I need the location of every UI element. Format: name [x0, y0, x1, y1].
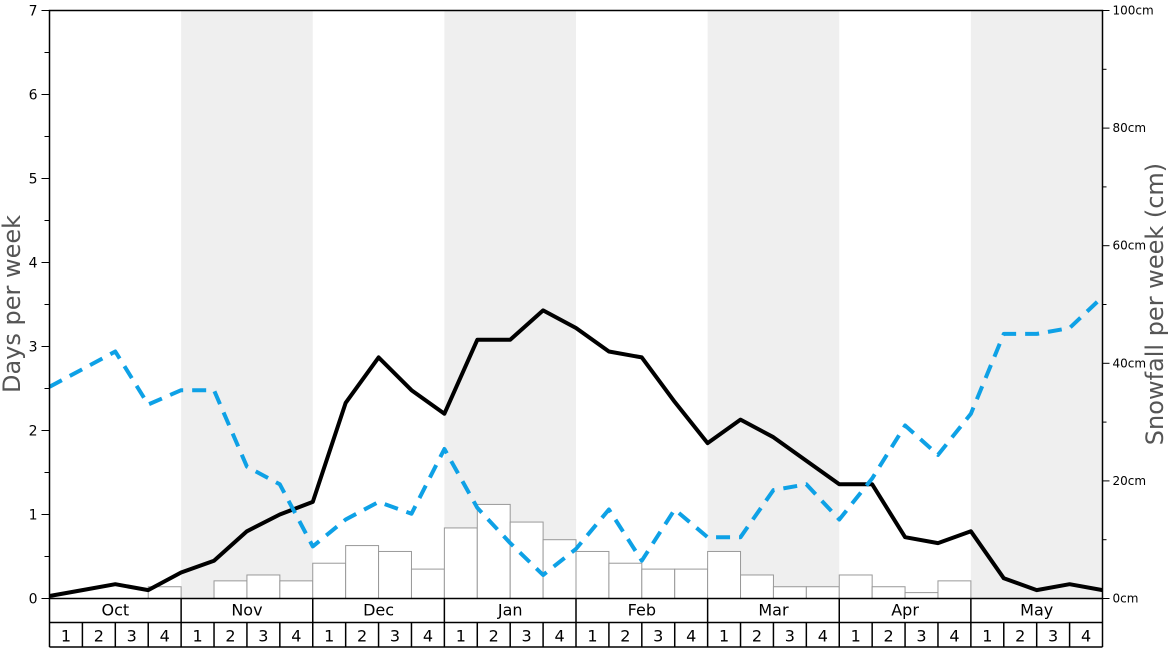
left-axis-title: Days per week: [0, 215, 26, 393]
snowfall-bar: [740, 574, 774, 599]
left-tick-label: 6: [29, 88, 38, 104]
snowfall-bar: [246, 574, 281, 599]
line-series: [48, 295, 1104, 598]
week-label: 1: [324, 627, 334, 646]
right-tick-label: 0cm: [1113, 592, 1139, 606]
snowfall-bar: [476, 503, 511, 600]
snowfall-bar: [410, 568, 445, 599]
week-label: 4: [554, 627, 564, 646]
week-label: 2: [489, 627, 499, 646]
snowfall-bar: [871, 586, 906, 599]
snowfall-bar: [575, 550, 610, 600]
snowfall-bar: [443, 527, 478, 599]
snowfall-bar: [805, 586, 840, 599]
solid-line-series: [49, 308, 1103, 598]
week-label: 3: [522, 627, 532, 646]
month-label: Feb: [628, 601, 656, 620]
snowfall-bars: [147, 503, 972, 600]
week-label: 3: [916, 627, 926, 646]
right-tick-label: 20cm: [1113, 474, 1147, 488]
week-label: 4: [423, 627, 433, 646]
week-label: 1: [192, 627, 202, 646]
week-label: 3: [258, 627, 268, 646]
right-y-axis: 0cm 20cm 40cm 60cm 80cm 100cm: [1102, 4, 1154, 606]
week-label: 1: [61, 627, 71, 646]
week-label: 2: [357, 627, 367, 646]
left-tick-label: 7: [29, 4, 38, 20]
snowfall-bar: [674, 568, 709, 599]
left-tick-label: 5: [29, 172, 38, 188]
week-label: 2: [225, 627, 235, 646]
right-tick-label: 40cm: [1113, 356, 1147, 370]
snowfall-bar: [345, 545, 380, 600]
left-y-axis: 0 1 2 3 4 5 6 7: [29, 4, 50, 608]
week-label: 2: [752, 627, 762, 646]
week-label: 2: [620, 627, 630, 646]
month-label: Dec: [363, 601, 394, 620]
week-label: 2: [1015, 627, 1025, 646]
left-tick-label: 2: [29, 424, 38, 440]
snowfall-bar: [707, 550, 742, 600]
left-tick-label: 3: [29, 340, 38, 356]
month-label: Mar: [758, 601, 789, 620]
left-tick-label: 1: [29, 508, 38, 524]
snowfall-bar: [937, 580, 972, 599]
snowfall-bar: [279, 580, 314, 599]
week-label: 1: [982, 627, 992, 646]
week-label: 3: [653, 627, 663, 646]
week-label: 4: [686, 627, 696, 646]
week-label: 1: [851, 627, 861, 646]
week-label: 2: [94, 627, 104, 646]
month-label: Apr: [891, 601, 919, 620]
snowfall-bar: [838, 574, 873, 599]
snowfall-bar: [312, 562, 347, 599]
week-label: 4: [949, 627, 959, 646]
snowfall-bar: [641, 568, 676, 599]
snowfall-bar: [213, 580, 248, 599]
dashed-line-series: [48, 295, 1104, 577]
month-shade-nov: [181, 10, 313, 599]
left-tick-label: 0: [29, 592, 38, 608]
month-shading: [181, 10, 1103, 599]
week-label: 1: [456, 627, 466, 646]
week-label: 4: [1081, 627, 1091, 646]
week-label: 1: [719, 627, 729, 646]
week-label: 1: [587, 627, 597, 646]
week-label: 4: [818, 627, 828, 646]
month-label: May: [1020, 601, 1053, 620]
snowfall-bar: [542, 539, 577, 600]
snowfall-bar: [772, 586, 807, 599]
month-shade-may: [970, 10, 1103, 599]
month-label: Jan: [497, 601, 523, 620]
snowfall-bar: [378, 550, 412, 600]
snowfall-bar: [904, 592, 939, 599]
right-tick-label: 80cm: [1113, 121, 1147, 135]
week-label: 2: [884, 627, 894, 646]
right-tick-label: 100cm: [1113, 4, 1154, 18]
week-label: 3: [390, 627, 400, 646]
month-shade-mar: [707, 10, 840, 599]
week-label: 3: [127, 627, 137, 646]
x-axis-month-week: Oct 1 2 3 4 Nov 1 2 3 4 Dec 1 2 3 4 Jan 1 2 3 4 Feb 1 2 3 4 Mar 1 2…: [48, 598, 1104, 648]
week-label: 3: [785, 627, 795, 646]
left-tick-label: 4: [29, 256, 38, 272]
snowfall-bar: [608, 562, 643, 599]
week-label: 3: [1048, 627, 1058, 646]
month-label: Nov: [231, 601, 262, 620]
right-tick-label: 60cm: [1113, 239, 1147, 253]
month-label: Oct: [101, 601, 129, 620]
right-axis-title: Snowfall per week (cm): [1141, 163, 1168, 445]
week-label: 4: [291, 627, 301, 646]
month-shade-jan: [444, 10, 576, 599]
week-label: 4: [160, 627, 170, 646]
